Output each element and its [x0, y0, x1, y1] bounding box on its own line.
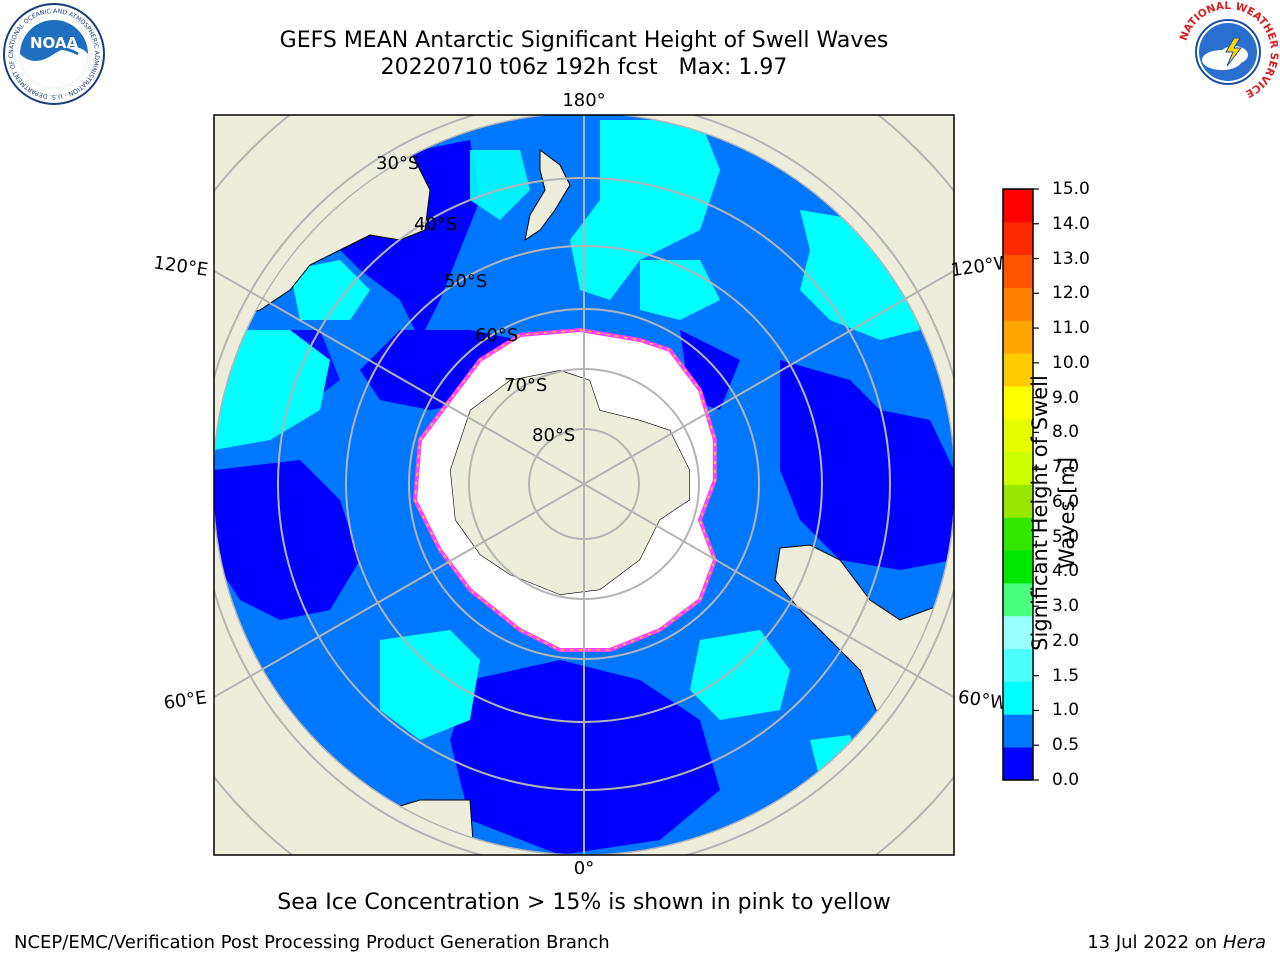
lat-label-40s: 40°S: [414, 214, 457, 235]
colorbar-label-line1: Significant Height of Swell: [1028, 375, 1052, 651]
lat-label-30s: 30°S: [376, 153, 419, 174]
colorbar-block: [1003, 221, 1033, 256]
colorbar-block: [1003, 451, 1033, 485]
colorbar-block: [1003, 550, 1033, 584]
colorbar-block: [1003, 648, 1033, 682]
colorbar-block: [1003, 583, 1033, 617]
colorbar-block: [1003, 615, 1033, 650]
colorbar-block: [1003, 353, 1033, 387]
colorbar-tick-label: 1.5: [1052, 665, 1080, 686]
colorbar-tick-label: 6.0: [1052, 491, 1080, 512]
colorbar-frame: [1002, 188, 1034, 781]
sea-ice: [415, 330, 715, 650]
colorbar-tick-label: 11.0: [1052, 318, 1090, 339]
meridian-lines: [214, 115, 954, 855]
lat-label-50s: 50°S: [444, 271, 487, 292]
colorbar-tick-label: 5.0: [1052, 526, 1080, 547]
lon-label-60e: 60°E: [162, 687, 208, 714]
lat-label-70s: 70°S: [504, 375, 547, 396]
colorbar-tick-label: 3.0: [1052, 596, 1080, 617]
footer-credit: NCEP/EMC/Verification Post Processing Pr…: [14, 932, 610, 953]
map-frame: [213, 114, 955, 856]
colorbar-block: [1003, 681, 1033, 715]
colorbar-tick-label: 2.0: [1052, 630, 1080, 651]
colorbar-block: [1003, 287, 1033, 321]
colorbar-tick-label: 9.0: [1052, 387, 1080, 408]
colorbar-tick-label: 8.0: [1052, 422, 1080, 443]
footer-machine: Hera: [1222, 932, 1266, 953]
colorbar-tick-label: 12.0: [1052, 283, 1090, 304]
lon-label-60w: 60°W: [957, 687, 1009, 715]
colorbar-tick-label: 7.0: [1052, 457, 1080, 478]
lon-label-180: 180°: [562, 90, 605, 111]
lon-label-120e: 120°E: [152, 252, 209, 280]
colorbar-label: Significant Height of Swell Waves [m]: [1027, 353, 1081, 673]
colorbar-block: [1003, 320, 1033, 354]
chart-subtitle: 20220710 t06z 192h fcst Max: 1.97: [380, 55, 788, 80]
lat-label-60s: 60°S: [475, 325, 518, 346]
nws-logo: NATIONAL WEATHER SERVICE: [1178, 0, 1280, 101]
colorbar-block: [1003, 189, 1033, 223]
colorbar-label-line2: Waves [m]: [1055, 456, 1079, 570]
colorbar-block: [1003, 714, 1033, 748]
footer-date: 13 Jul 2022 on Hera: [1087, 932, 1266, 953]
chart-title: GEFS MEAN Antarctic Significant Height o…: [279, 28, 889, 53]
colorbar-tick-label: 0.0: [1052, 770, 1080, 790]
colorbar-block: [1003, 747, 1033, 781]
colorbar-block: [1003, 517, 1033, 551]
colorbar-tick-label: 15.0: [1052, 179, 1090, 199]
colorbar-block: [1003, 484, 1033, 518]
lon-label-0: 0°: [574, 858, 594, 879]
colorbar-tick-label: 13.0: [1052, 248, 1090, 269]
colorbar-tick-label: 0.5: [1052, 735, 1080, 756]
sea-ice-edge-yellow: [414, 329, 716, 651]
colorbar-block: [1003, 254, 1033, 288]
colorbar-tick-label: 10.0: [1052, 352, 1090, 373]
colorbar-block: [1003, 418, 1033, 453]
colorbar-tick-label: 4.0: [1052, 561, 1080, 582]
colorbar-block: [1003, 386, 1033, 420]
colorbar-tick-label: 14.0: [1052, 213, 1090, 234]
footer-date-text: 13 Jul 2022 on: [1087, 932, 1223, 953]
colorbar: [1003, 189, 1033, 781]
lat-label-80s: 80°S: [532, 425, 575, 446]
sea-ice-caption: Sea Ice Concentration > 15% is shown in …: [277, 890, 891, 915]
colorbar-tick-label: 1.0: [1052, 700, 1080, 721]
noaa-logo-text: NOAA: [30, 34, 79, 52]
noaa-logo: NATIONAL OCEANIC AND ATMOSPHERIC ADMINIS…: [2, 2, 105, 105]
